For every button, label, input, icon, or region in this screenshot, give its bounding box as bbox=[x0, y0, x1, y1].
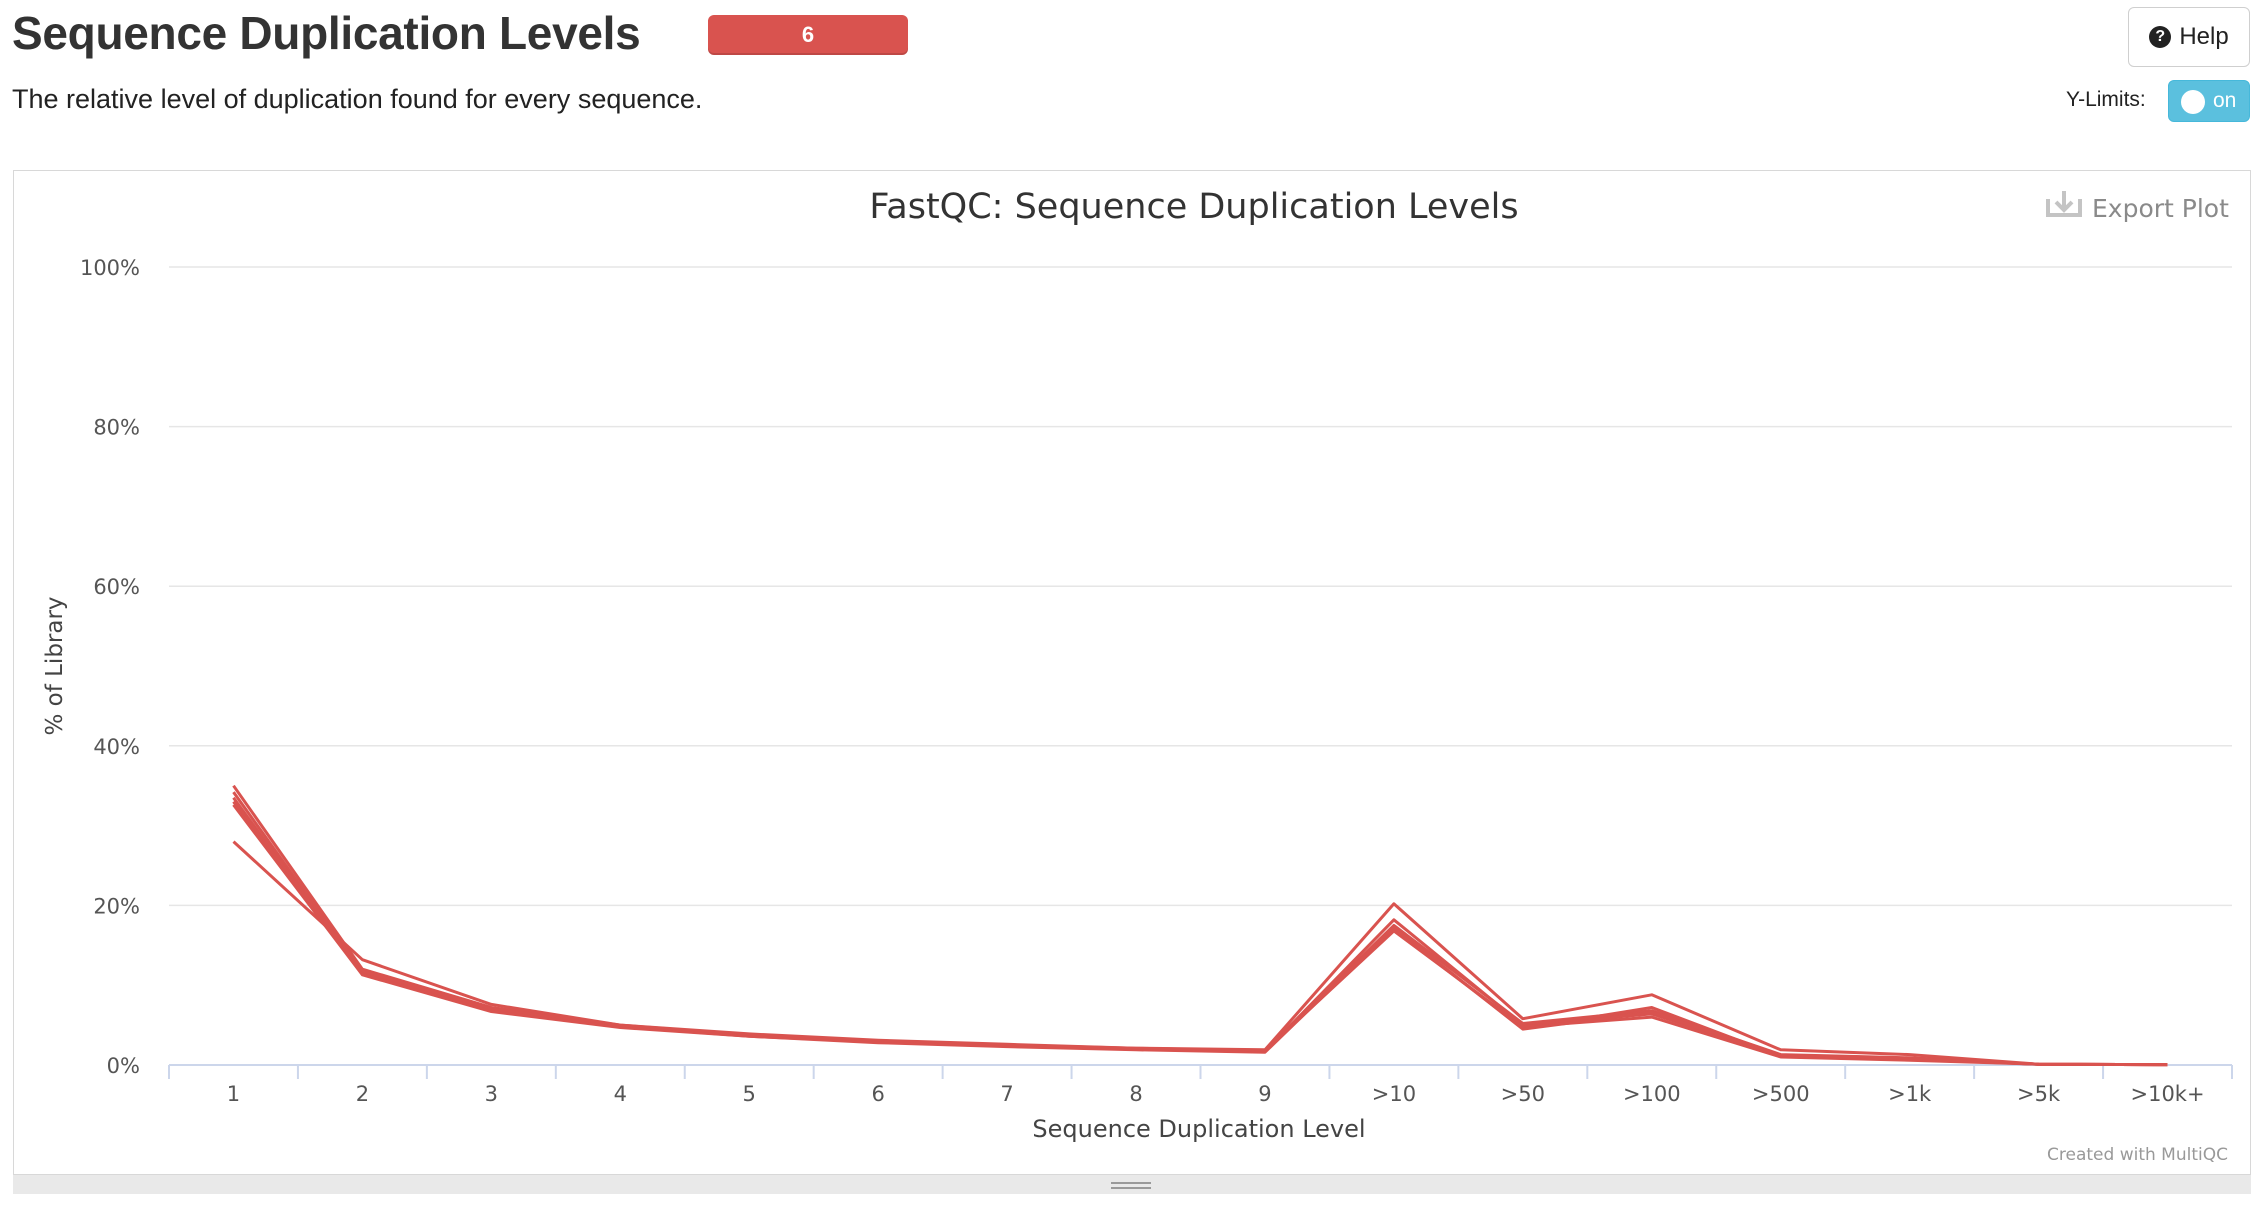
series-line[interactable] bbox=[232, 800, 2168, 1067]
toggle-state-label: on bbox=[2213, 89, 2237, 112]
x-tick-label: >100 bbox=[1623, 1082, 1681, 1106]
grip-line bbox=[1111, 1187, 1151, 1189]
x-tick-label: 4 bbox=[614, 1082, 627, 1106]
page-title: Sequence Duplication Levels bbox=[12, 7, 641, 59]
help-button[interactable]: ? Help bbox=[2128, 7, 2250, 67]
export-plot-label: Export Plot bbox=[2092, 194, 2229, 223]
ylimits-label: Y-Limits: bbox=[2066, 88, 2146, 111]
question-circle-icon: ? bbox=[2149, 26, 2172, 48]
section-description: The relative level of duplication found … bbox=[12, 84, 703, 114]
x-tick-label: >1k bbox=[1888, 1082, 1932, 1106]
x-tick-label: 6 bbox=[871, 1082, 884, 1106]
series-line[interactable] bbox=[232, 784, 2168, 1067]
x-tick-label: >10 bbox=[1372, 1082, 1416, 1106]
grip-line bbox=[1111, 1182, 1151, 1184]
y-tick-label: 60% bbox=[93, 575, 140, 599]
x-tick-label: >50 bbox=[1501, 1082, 1545, 1106]
plot-resize-handle[interactable] bbox=[13, 1174, 2251, 1194]
y-tick-label: 0% bbox=[107, 1054, 140, 1078]
x-tick-label: 3 bbox=[485, 1082, 498, 1106]
y-tick-label: 80% bbox=[93, 416, 140, 440]
series-line[interactable] bbox=[232, 796, 2168, 1067]
series-line[interactable] bbox=[232, 840, 2168, 1067]
credit-text: Created with MultiQC bbox=[2047, 1145, 2228, 1165]
series-lines bbox=[232, 784, 2168, 1067]
x-tick-label: 9 bbox=[1258, 1082, 1271, 1106]
ylimits-toggle[interactable]: on bbox=[2168, 80, 2250, 122]
x-tick-label: 2 bbox=[356, 1082, 369, 1106]
line-chart: FastQC: Sequence Duplication Levels Expo… bbox=[42, 187, 2233, 1165]
x-tick-label: 5 bbox=[743, 1082, 756, 1106]
x-tick-label: >500 bbox=[1752, 1082, 1810, 1106]
y-axis-label: % of Library bbox=[42, 596, 68, 735]
x-axis-label: Sequence Duplication Level bbox=[1032, 1115, 1365, 1143]
x-tick-label: 8 bbox=[1129, 1082, 1142, 1106]
x-tick-label: >5k bbox=[2017, 1082, 2061, 1106]
x-axis: 1 2 3 4 5 6 7 8 9 >10 >50 >100 >500 >1k >5k >10k+ bbox=[168, 1064, 2233, 1106]
status-badge: 6 bbox=[708, 15, 908, 55]
y-tick-label: 40% bbox=[93, 735, 140, 759]
export-plot-button[interactable]: Export Plot bbox=[2046, 191, 2229, 223]
x-tick-label: 1 bbox=[227, 1082, 240, 1106]
download-icon bbox=[2046, 191, 2082, 217]
y-tick-label: 100% bbox=[80, 256, 140, 280]
x-tick-label: >10k+ bbox=[2130, 1082, 2204, 1106]
series-line[interactable] bbox=[232, 803, 2168, 1067]
help-label: Help bbox=[2179, 23, 2229, 50]
y-tick-label: 20% bbox=[93, 894, 140, 918]
chart-title: FastQC: Sequence Duplication Levels bbox=[869, 187, 1518, 227]
series-line[interactable] bbox=[232, 791, 2168, 1067]
y-axis-ticks: 0% 20% 40% 60% 80% 100% bbox=[80, 256, 140, 1078]
gridlines bbox=[169, 266, 2232, 907]
x-tick-label: 7 bbox=[1000, 1082, 1013, 1106]
plot-container: FastQC: Sequence Duplication Levels Expo… bbox=[13, 170, 2251, 1193]
toggle-knob bbox=[2181, 90, 2205, 114]
